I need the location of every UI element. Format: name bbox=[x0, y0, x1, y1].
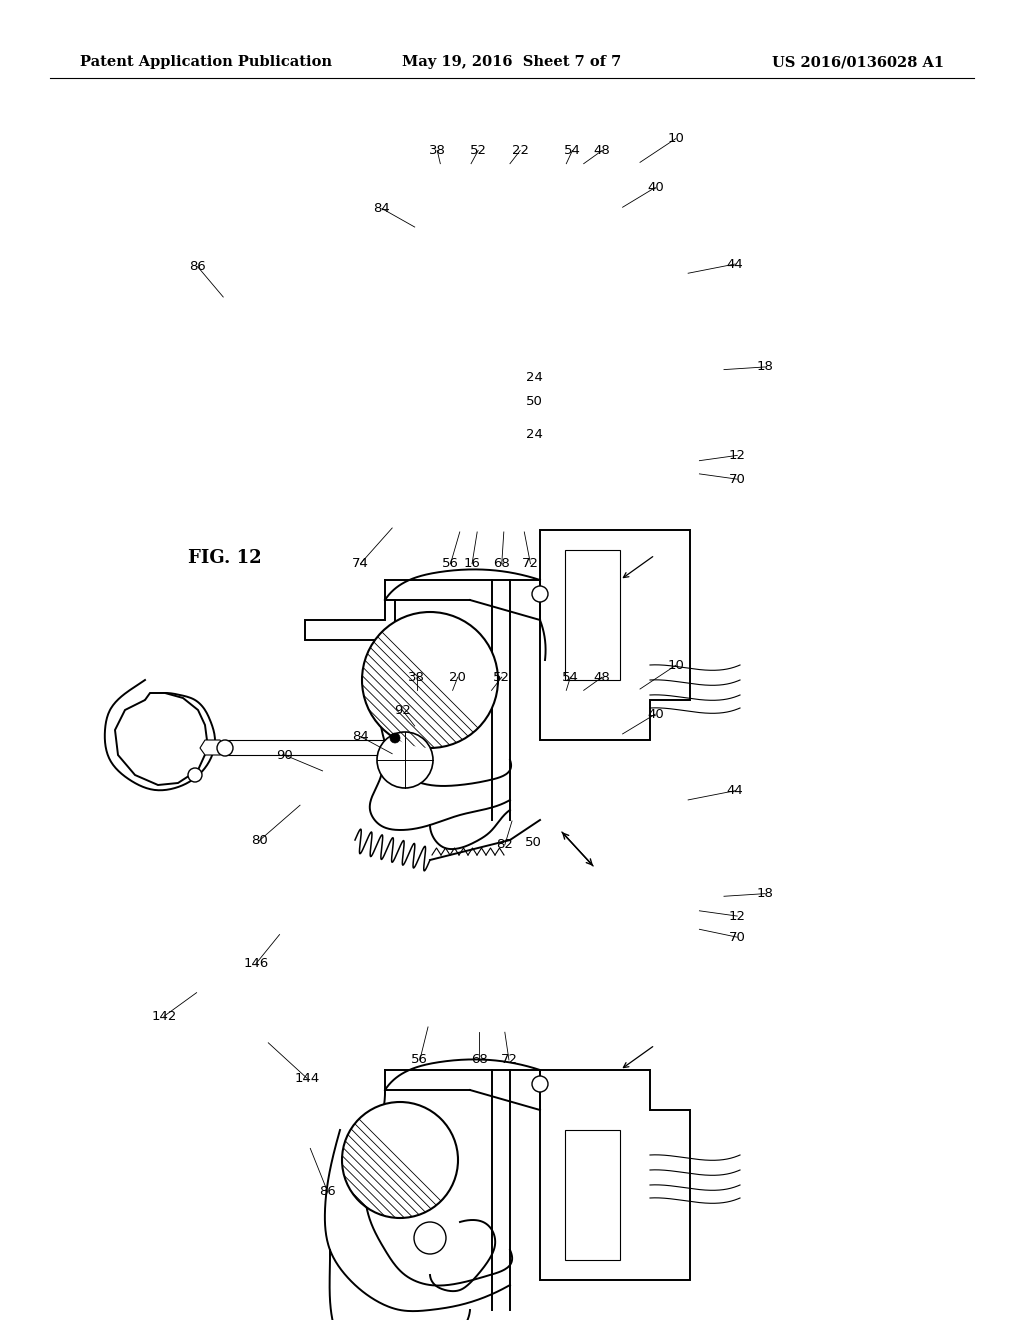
Polygon shape bbox=[565, 550, 620, 680]
Text: 70: 70 bbox=[729, 931, 745, 944]
Text: 144: 144 bbox=[295, 1072, 319, 1085]
Text: 72: 72 bbox=[501, 1053, 517, 1067]
Circle shape bbox=[377, 733, 433, 788]
Polygon shape bbox=[115, 693, 208, 785]
Text: 10: 10 bbox=[668, 132, 684, 145]
Text: 86: 86 bbox=[319, 1185, 336, 1199]
Text: 48: 48 bbox=[594, 671, 610, 684]
Text: FIG. 12: FIG. 12 bbox=[188, 549, 262, 568]
Text: 74: 74 bbox=[352, 557, 369, 570]
Text: 12: 12 bbox=[729, 449, 745, 462]
Text: 38: 38 bbox=[429, 144, 445, 157]
Text: 16: 16 bbox=[464, 557, 480, 570]
Polygon shape bbox=[200, 741, 225, 755]
Polygon shape bbox=[540, 531, 690, 741]
Text: 44: 44 bbox=[727, 257, 743, 271]
Circle shape bbox=[342, 1102, 458, 1218]
Text: 10: 10 bbox=[668, 659, 684, 672]
Polygon shape bbox=[565, 1130, 620, 1261]
Text: 54: 54 bbox=[562, 671, 579, 684]
Text: 68: 68 bbox=[494, 557, 510, 570]
Text: 92: 92 bbox=[394, 704, 411, 717]
Text: 40: 40 bbox=[647, 181, 664, 194]
Text: 40: 40 bbox=[647, 708, 664, 721]
Circle shape bbox=[532, 1076, 548, 1092]
Text: 44: 44 bbox=[727, 784, 743, 797]
Circle shape bbox=[414, 1222, 446, 1254]
Text: 50: 50 bbox=[526, 395, 543, 408]
Polygon shape bbox=[305, 601, 395, 640]
Text: 50: 50 bbox=[525, 836, 542, 849]
Circle shape bbox=[217, 741, 233, 756]
Text: 52: 52 bbox=[494, 671, 510, 684]
Circle shape bbox=[362, 612, 498, 748]
Text: 68: 68 bbox=[471, 1053, 487, 1067]
Text: 142: 142 bbox=[152, 1010, 176, 1023]
Text: Patent Application Publication: Patent Application Publication bbox=[80, 55, 332, 69]
Text: 90: 90 bbox=[276, 748, 293, 762]
Text: 22: 22 bbox=[512, 144, 528, 157]
Text: 12: 12 bbox=[729, 909, 745, 923]
Text: 38: 38 bbox=[409, 671, 425, 684]
Text: 54: 54 bbox=[564, 144, 581, 157]
Text: 84: 84 bbox=[352, 730, 369, 743]
Circle shape bbox=[390, 733, 400, 743]
Text: 52: 52 bbox=[470, 144, 486, 157]
Text: 18: 18 bbox=[757, 887, 773, 900]
Text: 82: 82 bbox=[497, 838, 513, 851]
Text: US 2016/0136028 A1: US 2016/0136028 A1 bbox=[772, 55, 944, 69]
Text: 84: 84 bbox=[374, 202, 390, 215]
Text: 24: 24 bbox=[526, 428, 543, 441]
Text: 48: 48 bbox=[594, 144, 610, 157]
Text: 20: 20 bbox=[450, 671, 466, 684]
Text: May 19, 2016  Sheet 7 of 7: May 19, 2016 Sheet 7 of 7 bbox=[402, 55, 622, 69]
Text: 56: 56 bbox=[412, 1053, 428, 1067]
Text: 24: 24 bbox=[526, 371, 543, 384]
Text: 146: 146 bbox=[244, 957, 268, 970]
Text: 56: 56 bbox=[442, 557, 459, 570]
Text: 18: 18 bbox=[757, 360, 773, 374]
Text: 86: 86 bbox=[189, 260, 206, 273]
Text: 70: 70 bbox=[729, 473, 745, 486]
Circle shape bbox=[532, 586, 548, 602]
Polygon shape bbox=[540, 1071, 690, 1280]
Circle shape bbox=[188, 768, 202, 781]
Text: 80: 80 bbox=[251, 834, 267, 847]
Text: 72: 72 bbox=[522, 557, 539, 570]
